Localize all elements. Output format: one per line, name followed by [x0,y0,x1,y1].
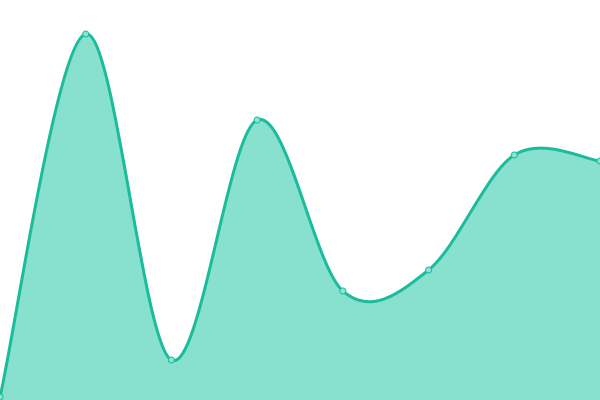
series-line [0,32,600,398]
data-point-3 [253,116,261,124]
area-fill [0,33,600,400]
data-point-5 [425,266,433,274]
data-point-6 [510,151,518,159]
data-point-2 [167,356,175,364]
data-point-0 [0,393,4,400]
data-point-1 [82,30,90,38]
data-points [0,30,600,400]
data-point-7 [596,157,600,165]
data-point-4 [339,287,347,295]
